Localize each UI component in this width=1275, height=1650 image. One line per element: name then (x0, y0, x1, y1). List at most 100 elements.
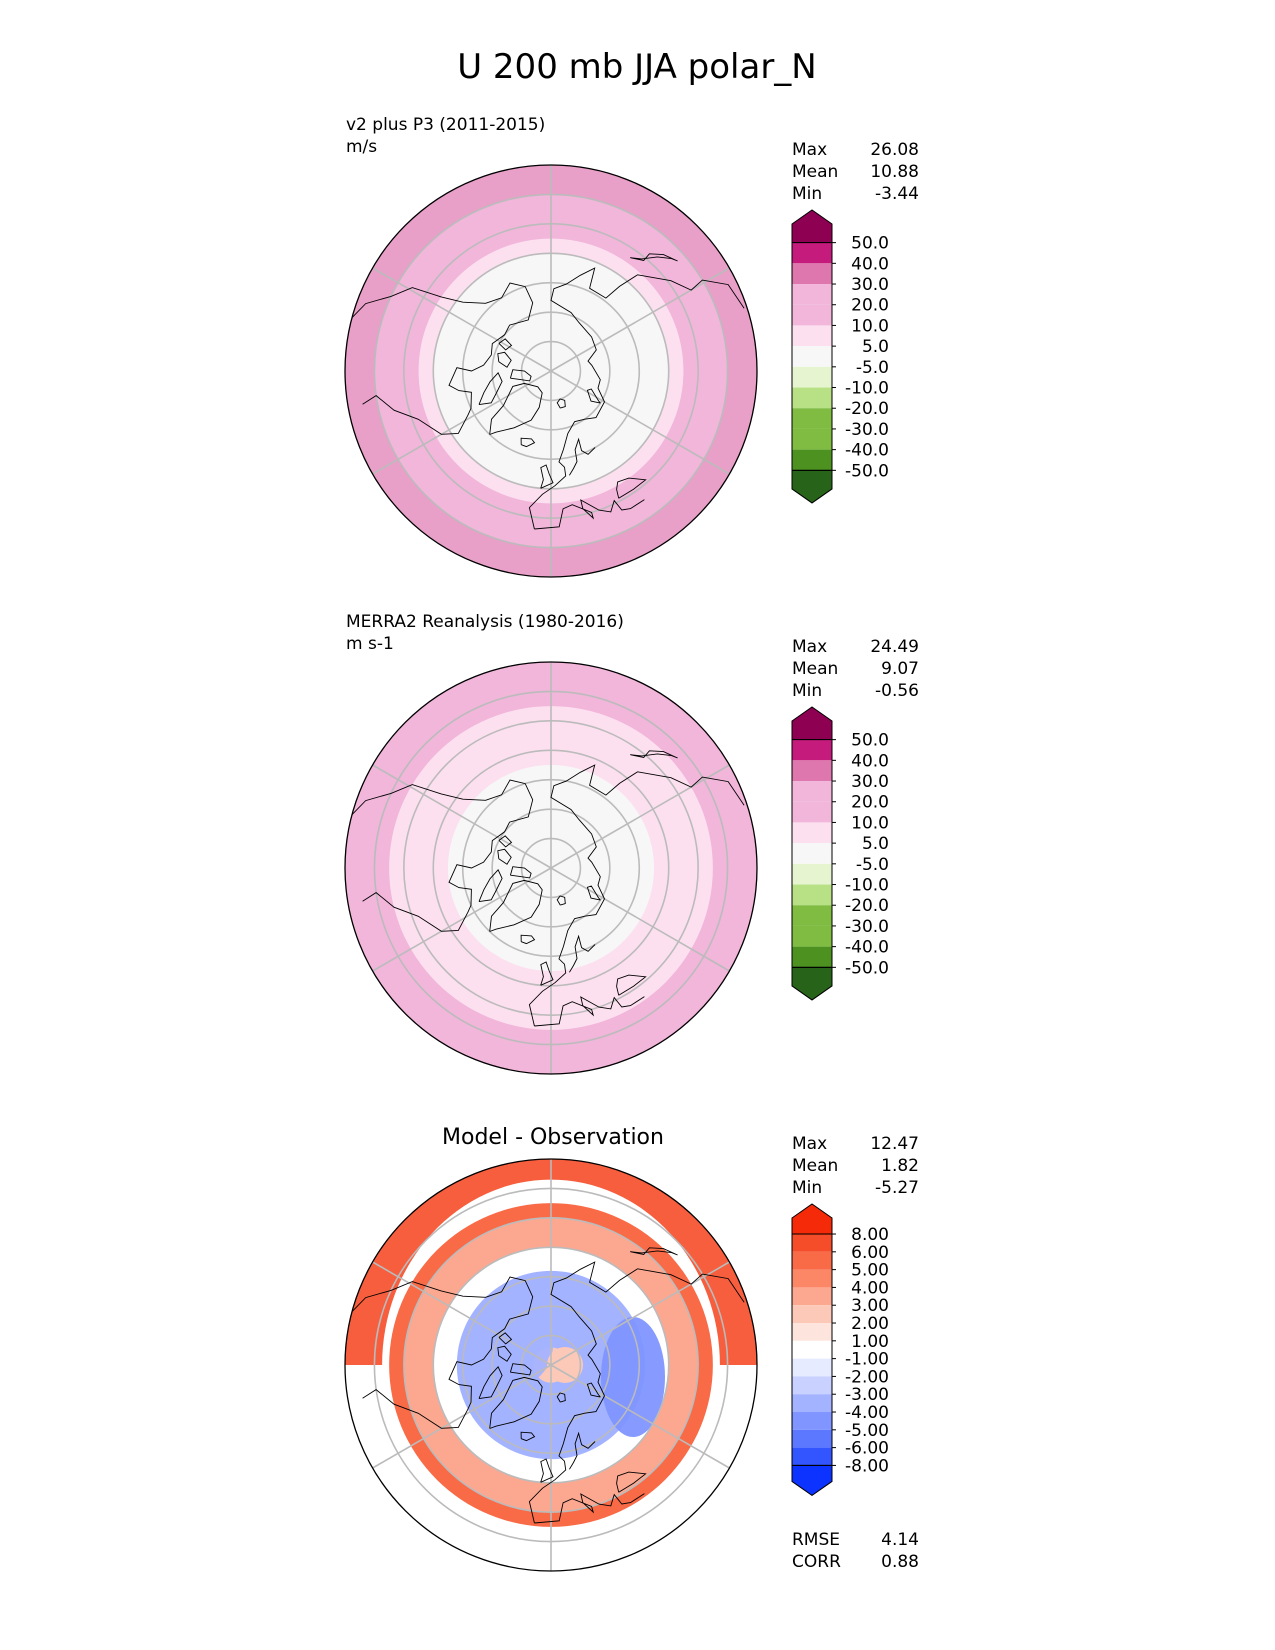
colorbar-segment (792, 801, 832, 823)
colorbar-segment (792, 905, 832, 926)
colorbar-tick-label: 10.0 (851, 813, 889, 833)
meridian-line (372, 867, 552, 972)
colorbar-segment (792, 284, 832, 305)
panel-1-colorbar: 50.040.030.020.010.05.0-5.0-10.0-20.0-30… (791, 209, 889, 504)
colorbar-tick-label: 6.00 (851, 1243, 889, 1263)
coastline (351, 282, 534, 435)
colorbar-segment (792, 1376, 832, 1395)
coastline (616, 477, 647, 499)
footer-value-corr: 0.88 (881, 1552, 919, 1572)
meridian-line (550, 267, 730, 372)
colorbar-segment (792, 1251, 832, 1270)
colorbar-tick-label: -10.0 (845, 876, 889, 896)
meridian-line (372, 1364, 552, 1469)
colorbar-tick-label: 50.0 (851, 234, 889, 254)
stat-value-mean: 9.07 (881, 659, 919, 679)
coastline (351, 779, 534, 932)
coastline (478, 868, 503, 903)
colorbar-segment (792, 428, 832, 450)
coastline (498, 338, 513, 351)
coastline (540, 464, 554, 489)
colorbar-segment (792, 1323, 832, 1341)
stat-label-mean: Mean (792, 162, 838, 182)
colorbar-tick-label: 3.00 (851, 1296, 889, 1316)
colorbar-segment (792, 739, 832, 761)
coastline (534, 996, 645, 1027)
colorbar-segment (792, 304, 832, 326)
coastline (497, 351, 512, 368)
coastline (630, 253, 678, 262)
colorbar-segment (792, 863, 832, 885)
stat-value-min: -0.56 (875, 681, 919, 701)
coastline (540, 961, 554, 986)
map-boundary (344, 164, 758, 578)
meridian-line (372, 370, 552, 475)
colorbar-tick-label: -10.0 (845, 379, 889, 399)
coastline (616, 1471, 647, 1493)
colorbar-segment (792, 263, 832, 285)
colorbar-frame (791, 1233, 833, 1466)
field-contour-negative-east (601, 1317, 665, 1437)
colorbar-tick-label: 20.0 (851, 296, 889, 316)
stat-value-min: -3.44 (875, 184, 919, 204)
field-contour-negative-west (473, 1303, 553, 1387)
stat-value-min: -5.27 (875, 1178, 919, 1198)
coastline (630, 1247, 678, 1256)
coastline (556, 398, 566, 409)
meridian-line (550, 1364, 730, 1469)
colorbar-segment (792, 408, 832, 429)
colorbar-segment (792, 925, 832, 947)
coastline (520, 1431, 536, 1442)
coastline (509, 866, 532, 879)
colorbar-tick-label: -3.00 (845, 1385, 889, 1405)
coastline (497, 848, 512, 865)
colorbar-extend-top (791, 706, 833, 741)
panel-1: v2 plus P3 (2011-2015) m/s Max 26.08 Mean 1… (344, 115, 919, 578)
colorbar-segment (792, 346, 832, 367)
colorbar-tick-label: -30.0 (845, 420, 889, 440)
coastline (534, 1493, 645, 1524)
colorbar-tick-label: -6.00 (845, 1439, 889, 1459)
coastline (616, 974, 647, 996)
footer-label-rmse: RMSE (792, 1530, 840, 1550)
colorbar-segment (792, 242, 832, 264)
colorbar-segment (792, 387, 832, 409)
colorbar-extend-bottom (791, 1464, 833, 1497)
stat-label-min: Min (792, 1178, 822, 1198)
colorbar-segment (792, 1305, 832, 1324)
stat-label-max: Max (792, 1134, 827, 1154)
colorbar-tick-label: 10.0 (851, 316, 889, 336)
map-boundary (344, 661, 758, 1075)
colorbar-segment (792, 1412, 832, 1430)
colorbar-segment (792, 1447, 832, 1466)
stat-label-mean: Mean (792, 1156, 838, 1176)
colorbar-segment (792, 822, 832, 844)
colorbar-segment (792, 781, 832, 802)
colorbar-extend-top (791, 209, 833, 244)
map-field (345, 662, 757, 1074)
field-contour-strong-positive (345, 1159, 757, 1365)
colorbar-tick-label: -20.0 (845, 399, 889, 419)
coastline (351, 1276, 534, 1429)
coastline (528, 1261, 745, 1524)
footer-label-corr: CORR (792, 1552, 841, 1572)
colorbar-tick-label: 8.00 (851, 1225, 889, 1245)
panel-2: MERRA2 Reanalysis (1980-2016) m s-1 Max 2… (344, 612, 919, 1075)
meridian-line (550, 764, 730, 869)
colorbar-segment (792, 1394, 832, 1413)
colorbar-segment (792, 449, 832, 471)
colorbar-segment (792, 1234, 832, 1252)
colorbar-segment (792, 1287, 832, 1306)
colorbar-tick-label: -5.0 (856, 358, 889, 378)
panel-2-units: m s-1 (346, 634, 394, 654)
colorbar-tick-label: -20.0 (845, 896, 889, 916)
coastline (489, 1376, 543, 1429)
meridian-line (550, 1261, 730, 1366)
meridian-line (550, 867, 730, 972)
panel-1-units: m/s (346, 137, 377, 157)
panel-2-subtitle: MERRA2 Reanalysis (1980-2016) (346, 612, 624, 632)
footer-value-rmse: 4.14 (881, 1530, 919, 1550)
colorbar-tick-label: 30.0 (851, 772, 889, 792)
coastline (586, 1382, 601, 1398)
